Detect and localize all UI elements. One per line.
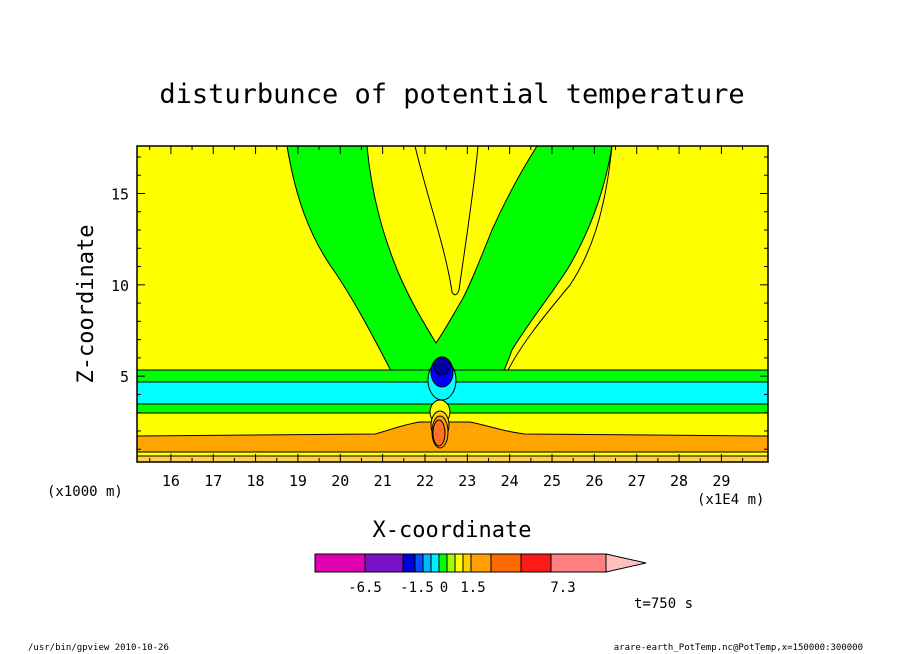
x-tick-label: 24 [501,472,519,490]
x-tick-label: 23 [458,472,476,490]
colorbar-segment [414,553,424,573]
y-tick-label: 15 [111,185,129,203]
colorbar-segment [470,553,492,573]
time-annotation: t=750 s [634,596,693,612]
band-surface-orange [137,455,768,462]
core-dark-orange [432,419,446,447]
footer-left: /usr/bin/gpview 2010-10-26 [28,643,169,653]
x-tick-label: 26 [585,472,603,490]
y-tick-label: 5 [120,368,129,386]
plume-right-yellow [504,146,768,377]
colorbar-tick-label: 1.5 [460,580,485,596]
colorbar-segment [422,553,432,573]
y-unit-note: (x1000 m) [47,484,123,500]
chart-title: disturbunce of potential temperature [159,79,744,110]
x-tick-label: 16 [162,472,180,490]
band-surface-yellow [137,451,768,457]
x-tick-label: 28 [670,472,688,490]
footer-right: arare-earth_PotTemp.nc@PotTemp,x=150000:… [614,643,863,653]
x-tick-label: 22 [416,472,434,490]
x-tick-label: 19 [289,472,307,490]
y-tick-label: 10 [111,277,129,295]
x-tick-label: 29 [712,472,730,490]
colorbar-tick-label: 0 [440,580,448,596]
colorbar-segment [364,553,404,573]
x-axis-label: X-coordinate [373,518,532,543]
x-tick-label: 21 [374,472,392,490]
y-axis-label: Z-coordinate [74,225,99,384]
x-tick-label: 20 [331,472,349,490]
colorbar-segment [462,553,472,573]
x-tick-label: 17 [204,472,222,490]
colorbar-tick-label: -1.5 [400,580,434,596]
colorbar-segment [446,553,456,573]
colorbar: -6.5 -1.5 0 1.5 7.3 [314,553,647,596]
plume-inner-yellow [414,146,479,296]
colorbar-segment [438,553,448,573]
x-axis: 16 17 18 19 20 21 22 23 24 25 26 27 28 29 [149,146,744,490]
colorbar-segment [520,553,552,573]
colorbar-extend-arrow [605,553,647,573]
contour-field [137,146,768,462]
colorbar-segment [490,553,522,573]
colorbar-tick-label: 7.3 [550,580,575,596]
colorbar-segment [454,553,464,573]
core-dark-blue [433,356,451,376]
x-tick-label: 25 [543,472,561,490]
plume-green [286,146,613,389]
x-unit-note: (x1E4 m) [697,492,764,508]
colorbar-segment [314,553,366,573]
x-tick-label: 27 [628,472,646,490]
colorbar-segment [402,553,416,573]
colorbar-segment [430,553,440,573]
colorbar-tick-label: -6.5 [348,580,382,596]
plot-frame [136,145,769,463]
colorbar-segment [550,553,607,573]
y-axis: 5 10 15 [111,156,768,450]
x-tick-label: 18 [247,472,265,490]
